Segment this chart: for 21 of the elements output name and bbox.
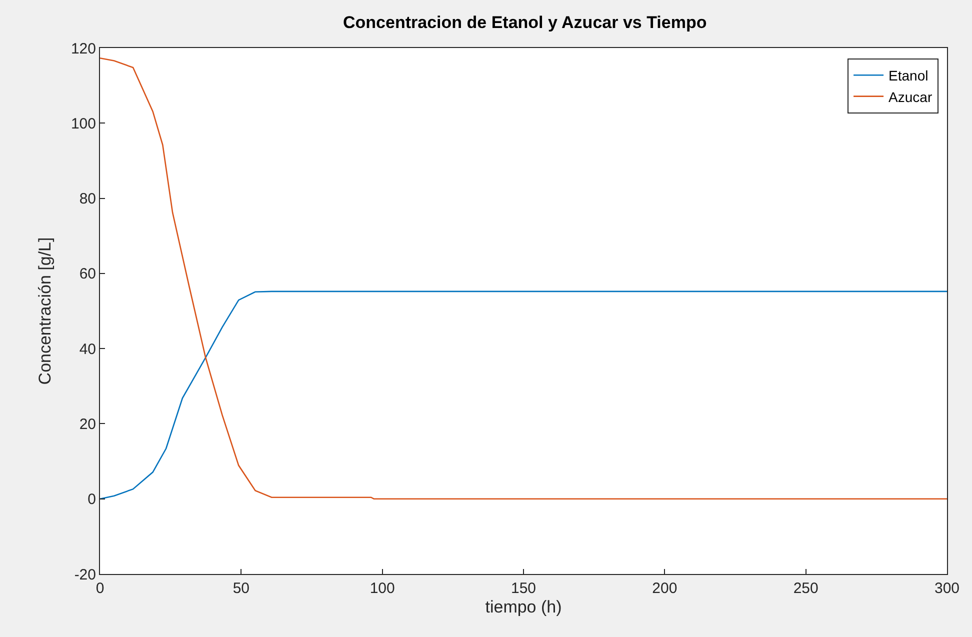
x-tick-label: 100	[370, 580, 395, 597]
x-axis-title: tiempo (h)	[485, 597, 562, 616]
chart-title: Concentracion de Etanol y Azucar vs Tiempo	[343, 12, 707, 32]
legend-label: Azucar	[888, 88, 932, 105]
y-axis-title: Concentración [g/L]	[36, 237, 55, 385]
y-tick-label: 20	[79, 416, 96, 433]
line-series	[100, 57, 947, 500]
y-tick-label: 40	[79, 340, 96, 358]
x-tick-label: 300	[934, 580, 960, 597]
y-tick-label: 80	[79, 190, 96, 208]
x-tick-label: 50	[232, 580, 250, 597]
y-tick-label: 120	[70, 40, 96, 58]
y-tick-label: 100	[70, 115, 96, 132]
line-series	[100, 290, 947, 500]
x-tick-label: 200	[652, 580, 678, 597]
y-tick-label: 60	[79, 266, 96, 283]
y-tick-label: 0	[88, 491, 96, 508]
y-tick-label: -20	[74, 566, 96, 584]
legend-label: Etanol	[888, 68, 928, 84]
x-tick-label: 250	[793, 580, 818, 597]
x-tick-label: 150	[510, 580, 536, 597]
